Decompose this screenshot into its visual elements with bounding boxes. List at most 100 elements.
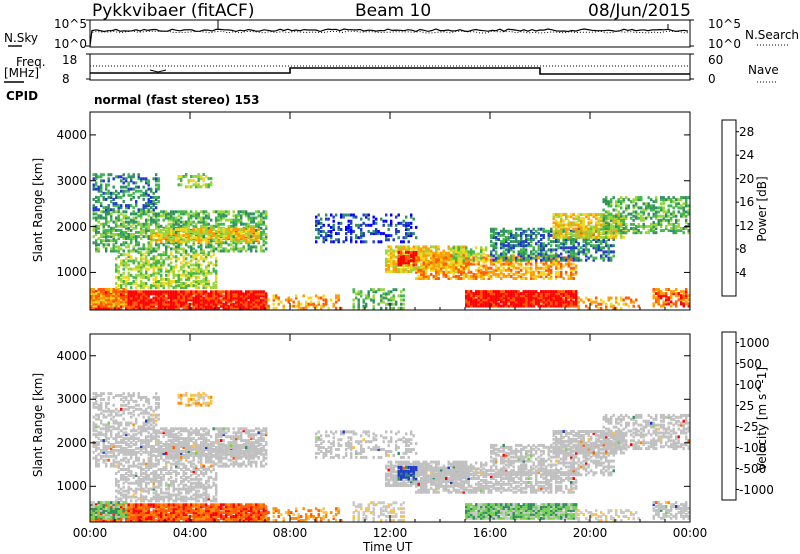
power-cell [122,235,125,239]
power-cell [215,273,218,277]
power-cell [165,269,168,273]
power-cell [222,230,225,233]
power-cell [387,253,390,257]
power-cell [195,304,198,308]
power-cell [525,244,528,248]
power-cell [232,214,235,218]
power-cell [150,218,153,222]
power-cell [400,268,403,272]
power-cell [432,266,435,270]
power-cell [590,254,593,258]
power-cell [155,179,158,183]
power-cell [372,230,375,233]
power-cell [137,247,140,251]
nave-dip [149,69,167,73]
power-cell [180,224,183,228]
power-cell [105,233,108,236]
power-cell [170,234,173,238]
power-cell [610,223,613,227]
power-cell [120,306,123,310]
power-cell [415,258,418,262]
power-cell [540,233,543,237]
power-cell [382,296,385,300]
power-cell [430,249,433,253]
power-cell [370,232,373,236]
power-cell [117,210,120,214]
power-cell [390,306,393,310]
power-cell [152,212,155,216]
power-cell [127,294,130,298]
power-cell [440,264,443,268]
power-cell [130,187,133,191]
power-cell [232,241,235,245]
power-cell [425,258,428,262]
power-cell [102,288,105,291]
power-cell [210,243,213,247]
power-cell [482,252,485,256]
power-cell [162,232,165,236]
power-cell [177,257,180,261]
power-cell [142,300,145,304]
power-cell [252,300,255,304]
power-cell [625,196,628,200]
power-cell [122,243,125,247]
power-cell [620,225,623,228]
power-cell [232,245,235,249]
power-cell [155,263,158,267]
power-cell [417,258,420,262]
power-cell [190,271,193,275]
power-cell [390,290,393,294]
power-cell [107,230,110,234]
power-cell [135,237,138,241]
power-cell [142,282,145,285]
power-cell [167,284,170,288]
power-cell [422,270,425,274]
power-cell [250,240,253,244]
power-cell [422,274,425,278]
power-cell [367,294,370,298]
power-cell [215,230,218,233]
power-cell [250,300,253,304]
power-cell [195,210,198,214]
power-cell [110,235,113,239]
power-cell [157,226,160,230]
power-cell [252,302,255,306]
power-cell [175,220,178,224]
power-cell [410,221,413,225]
power-cell [545,290,548,294]
power-cell [465,262,468,266]
power-cell [137,235,140,239]
power-cell [145,263,148,267]
power-cell [110,249,113,253]
power-cell [187,179,190,183]
power-cell [337,294,340,298]
power-cell [635,202,638,206]
power-cell [195,232,198,236]
power-cell [167,236,170,240]
power-cell [205,273,208,277]
power-cell [140,222,143,226]
power-cell [505,248,508,252]
power-cell [127,273,130,277]
power-cell [257,296,260,300]
power-cell [410,266,413,269]
power-cell [510,274,513,278]
power-cell [177,236,180,240]
power-cell [317,296,320,300]
power-cell [260,230,263,234]
power-cell [255,247,258,251]
power-cell [495,272,498,276]
power-cell [90,296,93,300]
power-cell [102,173,105,177]
power-cell [207,230,210,233]
power-cell [255,306,258,310]
power-cell [390,213,393,217]
freq-tick-low: 8 [62,72,70,86]
power-cell [137,243,140,247]
power-cell [385,263,388,267]
power-cell [175,280,178,283]
power-cell [360,240,363,244]
power-cell [140,273,143,277]
power-cell [130,290,133,294]
power-cell [117,304,120,308]
